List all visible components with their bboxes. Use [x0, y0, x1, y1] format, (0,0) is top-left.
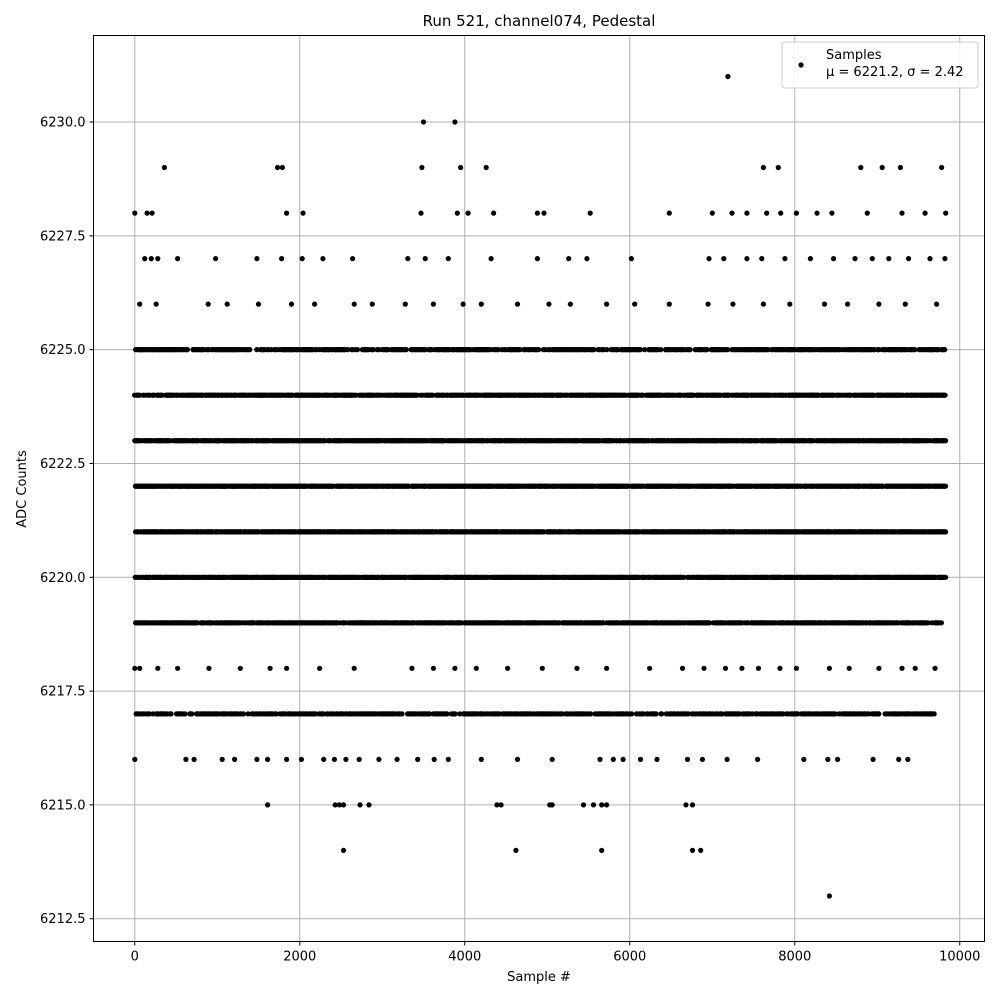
data-point	[943, 438, 949, 444]
data-point	[943, 483, 949, 489]
data-point	[687, 347, 693, 353]
data-point	[345, 347, 351, 353]
data-point	[517, 347, 523, 353]
data-points	[132, 73, 949, 899]
data-point	[942, 347, 948, 353]
data-point	[642, 347, 648, 353]
data-point	[354, 347, 361, 353]
data-point	[247, 347, 253, 353]
data-point	[370, 347, 376, 353]
data-point	[637, 347, 644, 353]
data-point	[495, 347, 501, 353]
data-point	[403, 347, 409, 353]
data-point	[658, 347, 664, 353]
data-point	[536, 347, 542, 353]
data-point	[912, 347, 918, 353]
data-point	[604, 347, 610, 353]
data-point	[184, 347, 190, 353]
data-point	[725, 347, 731, 353]
data-point	[942, 392, 948, 398]
data-point	[591, 347, 597, 353]
data-point	[704, 347, 710, 353]
